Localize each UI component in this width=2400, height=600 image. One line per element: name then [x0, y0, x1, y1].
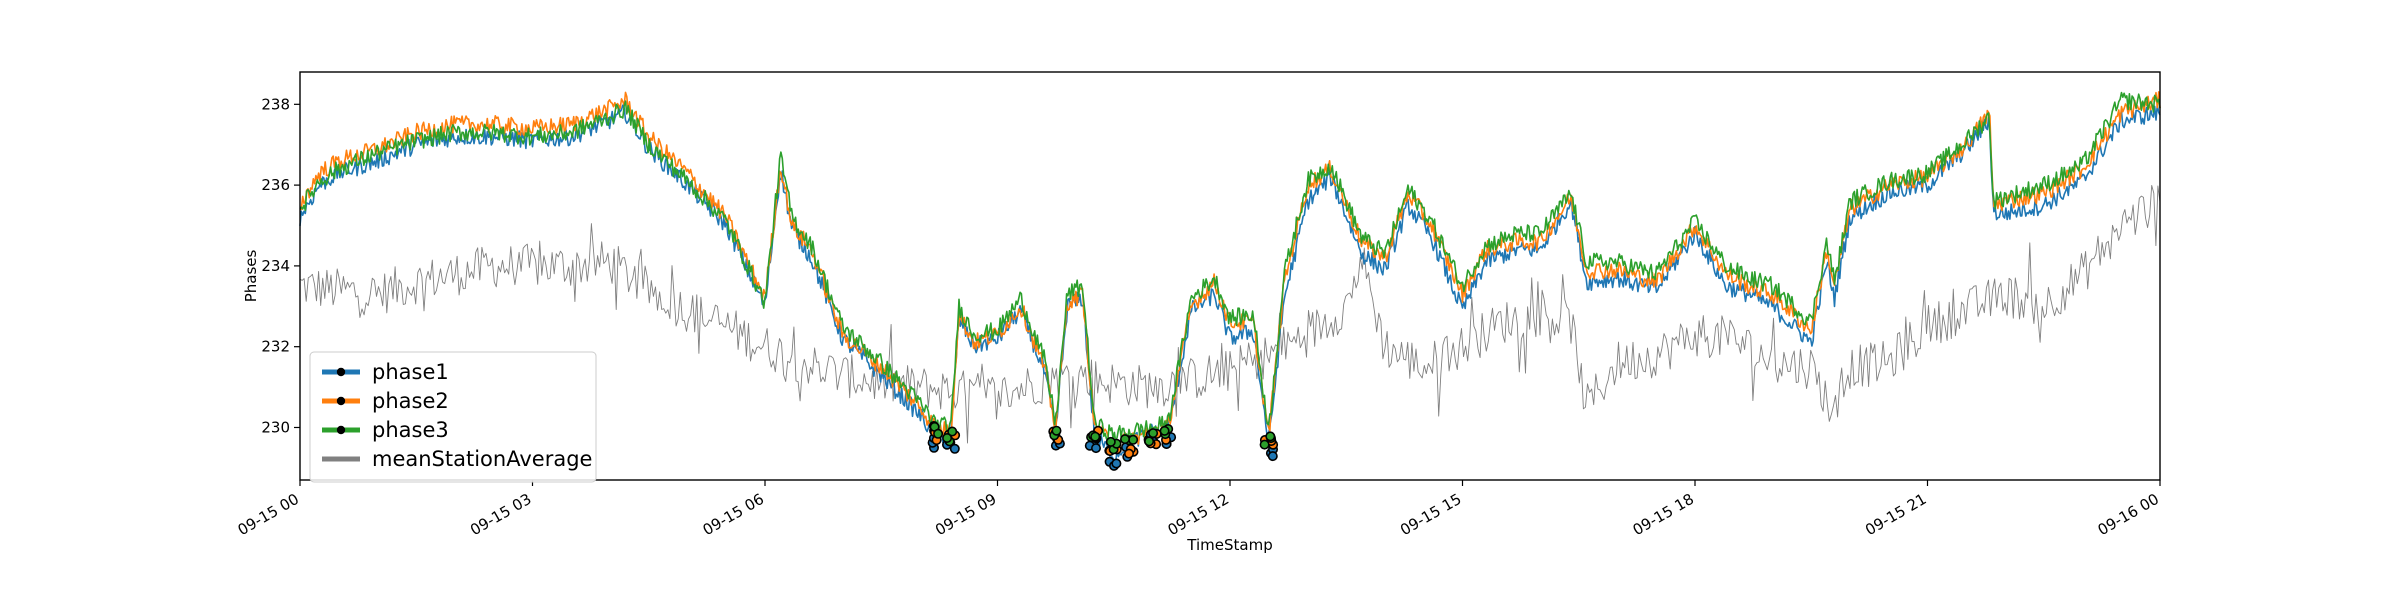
y-tick-label: 232	[261, 338, 290, 356]
marker-point-phase3	[942, 432, 953, 443]
marker-point-phase2	[1124, 448, 1135, 459]
legend-label-phase2: phase2	[372, 389, 449, 413]
marker-point-phase3	[1051, 425, 1062, 436]
marker-point-phase1	[1091, 443, 1102, 454]
marker-layer	[927, 420, 1279, 471]
marker-point-phase3	[1159, 425, 1170, 436]
legend-label-phase1: phase1	[372, 360, 449, 384]
marker-point-phase3	[947, 426, 958, 437]
series-line-meanStationAverage	[299, 184, 2161, 444]
legend: phase1 phase2 phase3 meanStationAverage	[309, 351, 597, 483]
marker-point-phase3	[1144, 436, 1155, 447]
marker-point-phase3	[1259, 439, 1270, 450]
marker-point-phase3	[1265, 431, 1276, 442]
legend-marker-phase1	[336, 367, 346, 377]
y-tick-label: 236	[261, 176, 290, 194]
legend-label-phase3: phase3	[372, 418, 449, 442]
marker-point-phase3	[933, 428, 944, 439]
series-line-phase1	[299, 104, 2161, 463]
marker-point-phase3	[1090, 431, 1101, 442]
series-line-phase3	[299, 91, 2161, 443]
series-layer	[299, 91, 2161, 463]
marker-point-phase1	[1267, 451, 1278, 462]
marker-point-phase3	[1120, 434, 1131, 445]
plot-area	[300, 72, 2160, 480]
y-tick-label: 238	[261, 95, 290, 113]
marker-point-phase3	[1128, 434, 1139, 445]
legend-marker-phase3	[336, 425, 346, 435]
y-tick-label: 234	[261, 257, 290, 275]
y-axis: 230 232 234 236 238	[261, 95, 300, 436]
legend-marker-phase2	[336, 396, 346, 406]
x-axis-label: TimeStamp	[1186, 536, 1272, 554]
y-tick-label: 230	[261, 418, 290, 436]
y-axis-label: Phases	[242, 250, 260, 303]
marker-point-phase3	[1105, 436, 1116, 447]
marker-point-phase1	[1111, 458, 1122, 469]
legend-box	[309, 351, 597, 483]
marker-point-phase1	[949, 443, 960, 454]
marker-point-phase3	[1148, 428, 1159, 439]
legend-label-meanStationAverage: meanStationAverage	[372, 447, 592, 471]
